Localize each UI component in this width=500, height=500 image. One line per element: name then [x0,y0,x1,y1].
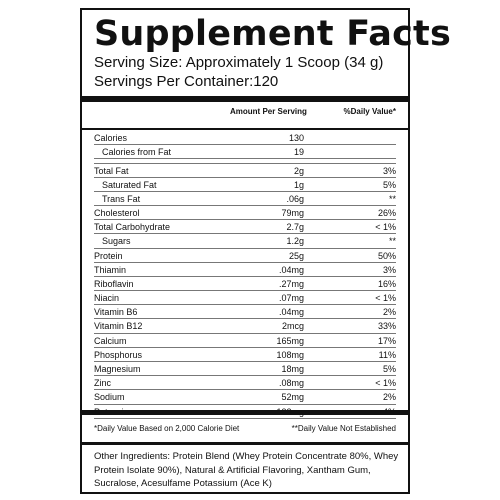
nutrient-daily-value: 26% [377,207,396,218]
other-ingredients: Other Ingredients: Protein Blend (Whey P… [94,451,399,489]
nutrient-row: Total Carbohydrate 2.7g < 1% [94,220,396,235]
nutrient-name: Riboflavin [94,278,134,289]
nutrient-amount: 1g [293,179,304,190]
nutrient-name: Vitamin B12 [94,321,143,332]
nutrient-amount: 1.2g [286,236,304,247]
nutrient-amount: 165mg [276,335,304,346]
nutrient-row: Trans Fat .06g ** [94,192,396,206]
nutrient-row: Protein 25g 50% [94,249,396,263]
nutrient-name: Thiamin [94,264,127,275]
servings-per-container: Servings Per Container:120 [94,73,279,90]
supplement-facts-panel: Supplement Facts Serving Size: Approxima… [80,8,451,494]
nutrient-name: Phosphorus [94,349,143,360]
footnote-divider [82,442,408,445]
nutrient-name: Saturated Fat [102,179,157,190]
not-established-footnote: **Daily Value Not Established [291,424,396,433]
nutrient-amount: .06g [286,193,304,204]
nutrient-name: Cholesterol [94,207,140,218]
nutrient-name: Magnesium [94,364,141,374]
serving-size: Serving Size: Approximately 1 Scoop (34 … [94,54,384,71]
nutrient-daily-value: 2% [382,392,396,403]
nutrient-row: Saturated Fat 1g 5% [94,178,396,192]
nutrient-daily-value: < 1% [375,222,396,233]
nutrient-name: Trans Fat [102,193,141,204]
nutrient-amount: 108mg [276,349,304,360]
nutrient-daily-value: 50% [377,250,396,261]
nutrient-row: Sodium 52mg 2% [94,390,396,405]
nutrient-row: Magnesium 18mg 5% [94,362,396,377]
nutrient-row: Riboflavin .27mg 16% [94,277,396,292]
daily-value-footnote: *Daily Value Based on 2,000 Calorie Diet [94,424,240,433]
nutrient-daily-value: 3% [382,166,396,177]
nutrient-name: Zinc [94,378,112,389]
nutrient-name: Protein [94,250,123,261]
nutrient-daily-value: 3% [382,264,396,275]
nutrient-name: Calories from Fat [102,147,172,158]
nutrient-daily-value: < 1% [375,293,396,304]
nutrient-amount: .04mg [278,264,304,275]
nutrient-name: Vitamin B6 [94,307,138,318]
nutrient-name: Calcium [94,335,127,346]
panel-title: Supplement Facts [94,14,451,54]
nutrient-row: Niacin .07mg < 1% [94,291,396,306]
nutrient-name: Total Carbohydrate [94,222,171,233]
daily-value-header: %Daily Value* [343,107,396,116]
thick-divider [82,410,408,415]
nutrient-daily-value: ** [388,236,396,247]
nutrient-name: Sugars [102,236,131,247]
nutrient-row: Cholesterol 79mg 26% [94,206,396,221]
thick-divider [82,96,408,102]
nutrient-amount: .04mg [278,307,304,318]
nutrient-name: Sodium [94,392,125,403]
nutrient-row: Calories 130 [94,131,396,146]
nutrient-row: Phosphorus 108mg 11% [94,348,396,362]
nutrient-row: Zinc .08mg < 1% [94,376,396,391]
nutrient-row: Total Fat 2g 3% [94,163,396,178]
nutrient-amount: 130 [288,133,304,143]
nutrient-daily-value: ** [388,193,396,204]
nutrient-row: Sugars 1.2g ** [94,234,396,249]
nutrient-row: Calories from Fat 19 [94,145,396,160]
nutrient-daily-value: 11% [378,349,396,360]
nutrient-amount: 52mg [281,392,304,403]
nutrient-daily-value: 33% [377,321,396,332]
nutrient-row: Vitamin B6 .04mg 2% [94,305,396,320]
nutrient-name: Calories [94,133,128,143]
nutrient-amount: 2g [293,166,304,177]
nutrient-amount: .08mg [278,378,304,389]
nutrient-amount: 19 [293,147,304,158]
nutrient-name: Total Fat [94,166,129,177]
nutrient-daily-value: < 1% [375,378,396,389]
nutrient-amount: 25g [288,250,304,261]
amount-per-serving-header: Amount Per Serving [230,107,307,116]
header-divider [82,128,408,130]
nutrient-amount: 2.7g [286,222,304,233]
nutrient-row: Thiamin .04mg 3% [94,263,396,277]
nutrient-amount: 2mcg [281,321,304,332]
nutrient-row: Calcium 165mg 17% [94,334,396,348]
nutrient-table: Calories 130 Calories from Fat 19 Total Fat 2… [94,131,396,419]
nutrient-daily-value: 17% [377,335,396,346]
nutrient-amount: 79mg [281,207,304,218]
nutrient-row: Vitamin B12 2mcg 33% [94,319,396,334]
nutrient-daily-value: 2% [382,307,396,318]
nutrient-daily-value: 5% [382,364,396,374]
nutrient-daily-value: 16% [377,278,396,289]
nutrient-amount: 18mg [281,364,304,374]
nutrient-name: Niacin [94,293,120,304]
nutrient-amount: .07mg [278,293,304,304]
nutrient-daily-value: 5% [382,179,396,190]
nutrient-amount: .27mg [278,278,304,289]
